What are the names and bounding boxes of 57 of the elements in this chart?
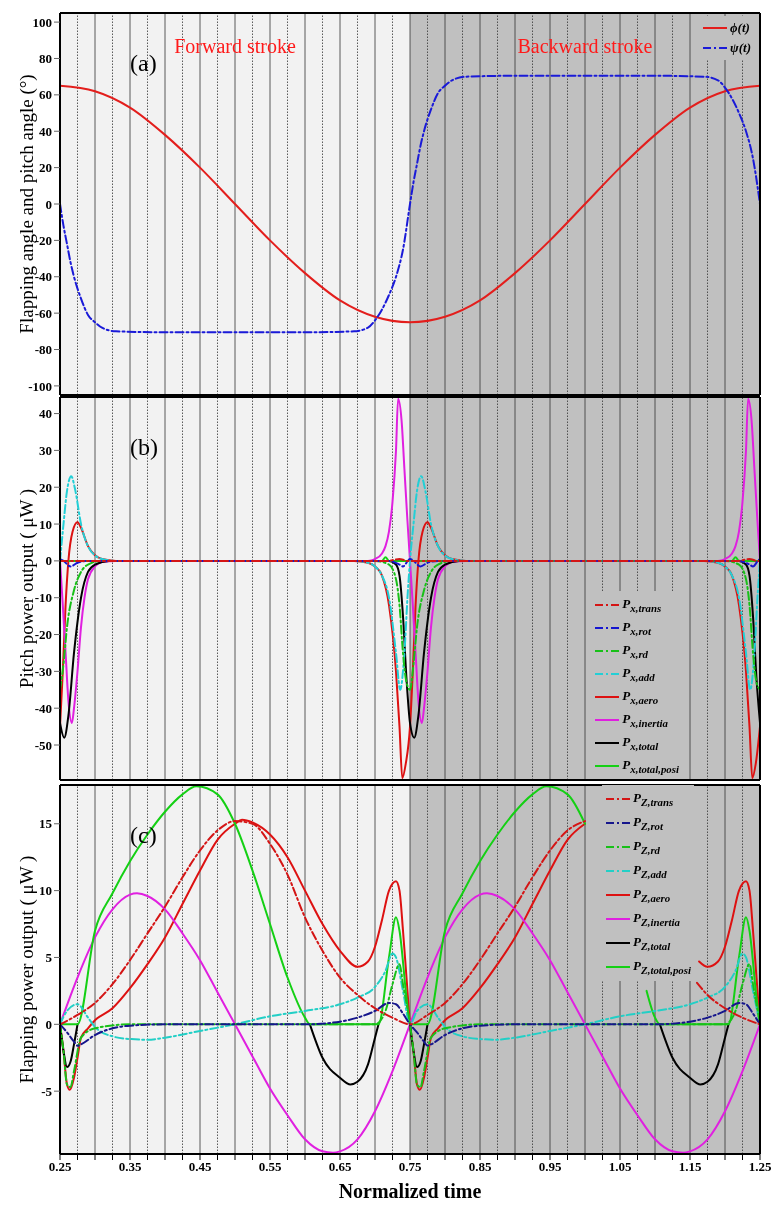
y-tick-label: -80 [34, 342, 52, 358]
y-tick-label: 15 [39, 816, 53, 832]
y-tick-label: -50 [34, 737, 52, 753]
y-tick-label: 0 [45, 1016, 52, 1032]
x-tick-label: 0.35 [118, 1159, 142, 1175]
annotation: (a) [130, 50, 157, 77]
x-tick-label: 0.55 [258, 1159, 282, 1175]
legend-label: P$_{x,inertia}$ [622, 710, 668, 729]
legend-label: P$_{Z,aero}$ [633, 886, 671, 904]
legend-label: ψ(t) [730, 40, 751, 56]
legend-label: P$_{Z,rd}$ [633, 838, 661, 856]
legend-label: P$_{Z,add}$ [633, 862, 667, 880]
legend-label: P$_{x,trans}$ [622, 595, 662, 614]
legend-label: P$_{x,aero}$ [622, 687, 659, 706]
annotation: (b) [130, 434, 158, 461]
y-tick-label: -100 [28, 378, 52, 394]
y-tick-label: 0 [45, 196, 52, 212]
y-tick-label: 40 [39, 406, 52, 422]
legend-label: P$_{x,add}$ [622, 664, 655, 683]
y-tick-label: 20 [39, 479, 52, 495]
x-axis-title: Normalized time [338, 1180, 482, 1202]
legend-label: P$_{x,rot}$ [622, 618, 652, 637]
y-tick-label: -5 [41, 1083, 53, 1099]
x-tick-label: 0.65 [328, 1159, 352, 1175]
legend-label: P$_{x,total}$ [622, 733, 659, 752]
x-tick-label: 0.95 [538, 1159, 562, 1175]
x-tick-label: 1.25 [748, 1159, 772, 1175]
band-label: Backward stroke [517, 35, 653, 58]
y-tick-label: 5 [45, 950, 53, 966]
x-tick-label: 0.75 [398, 1159, 422, 1175]
y-tick-label: 10 [39, 516, 52, 532]
y-axis-title: Flapping power output ( μW ) [15, 855, 38, 1084]
y-tick-label: -40 [34, 700, 52, 716]
x-tick-label: 0.45 [188, 1159, 212, 1175]
y-tick-label: 10 [39, 883, 52, 899]
legend-label: ϕ(t) [730, 20, 750, 36]
y-tick-label: 30 [39, 443, 52, 459]
legend-label: P$_{Z,rot}$ [633, 814, 664, 832]
x-tick-label: 1.05 [608, 1159, 632, 1175]
y-tick-label: 80 [39, 51, 52, 67]
y-tick-label: 0 [45, 553, 52, 569]
y-tick-label: 60 [39, 87, 52, 103]
legend-label: P$_{x,rd}$ [622, 641, 649, 660]
legend-label: P$_{Z,total}$ [633, 934, 671, 952]
legend-label: P$_{x,total,posi}$ [622, 756, 679, 775]
x-tick-label: 0.85 [468, 1159, 492, 1175]
y-tick-label: 40 [39, 123, 52, 139]
y-tick-label: 100 [32, 14, 52, 30]
x-tick-label: 0.25 [48, 1159, 72, 1175]
band-label: Forward stroke [174, 35, 296, 58]
y-tick-label: -30 [34, 663, 52, 679]
legend-label: P$_{Z,inertia}$ [633, 910, 680, 928]
y-tick-label: 20 [39, 160, 52, 176]
y-tick-label: -10 [34, 590, 52, 606]
legend-label: P$_{Z,total,posi}$ [633, 958, 691, 976]
legend-label: P$_{Z,trans}$ [633, 790, 674, 808]
x-tick-label: 1.15 [678, 1159, 702, 1175]
